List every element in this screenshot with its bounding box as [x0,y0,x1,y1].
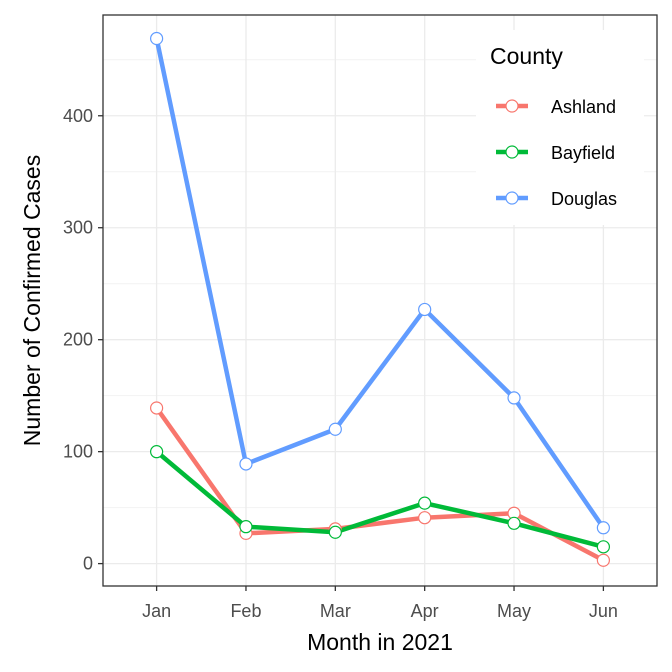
y-axis-title: Number of Confirmed Cases [19,155,45,446]
legend-label: Douglas [551,189,617,209]
y-tick-label: 200 [63,330,93,350]
x-tick-label: Mar [320,601,351,621]
x-tick-label: Jun [589,601,618,621]
y-tick-labels: 0 100 200 300 400 [63,106,93,574]
y-tick-label: 0 [83,554,93,574]
data-point [596,540,610,554]
points-bayfield [150,445,610,554]
x-axis-title: Month in 2021 [307,629,453,655]
data-point [328,525,342,539]
data-point [239,520,253,534]
data-point [596,553,610,567]
axis-ticks [98,115,605,591]
legend-key-point [505,99,519,113]
series-line [154,449,606,550]
y-tick-label: 300 [63,218,93,238]
series-layer [150,31,610,567]
data-point [418,302,432,317]
legend-item-douglas: Douglas [496,189,617,209]
data-point [150,401,164,415]
points-ashland [150,401,610,567]
y-tick-label: 400 [63,106,93,126]
x-tick-label: Jan [142,601,171,621]
data-point [239,457,253,471]
grid [103,15,657,586]
data-point [328,422,342,436]
x-tick-label: May [497,601,531,621]
y-tick-label: 100 [63,442,93,462]
x-tick-labels: Jan Feb Mar Apr May Jun [142,601,618,621]
series-douglas [154,36,606,531]
data-point [150,31,164,46]
legend-label: Ashland [551,97,616,117]
legend-background [476,30,644,225]
data-point [596,521,610,535]
legend-label: Bayfield [551,143,615,163]
series-bayfield [154,449,606,550]
data-point [418,496,432,510]
legend-key-point [505,145,519,159]
series-line [154,36,606,531]
points-douglas [150,31,610,535]
data-point [507,516,521,530]
x-tick-label: Apr [411,601,439,621]
legend-title: County [490,43,563,69]
panel-border [102,14,658,587]
x-tick-label: Feb [230,601,261,621]
data-point [507,391,521,405]
legend-item-ashland: Ashland [496,97,616,117]
legend-key-point [505,191,519,205]
legend-items: Ashland Bayfield Douglas [496,97,617,209]
legend-item-bayfield: Bayfield [496,143,615,163]
data-point [150,445,164,459]
legend: County Ashland Bayfield Douglas [476,30,644,225]
data-point [418,511,432,525]
